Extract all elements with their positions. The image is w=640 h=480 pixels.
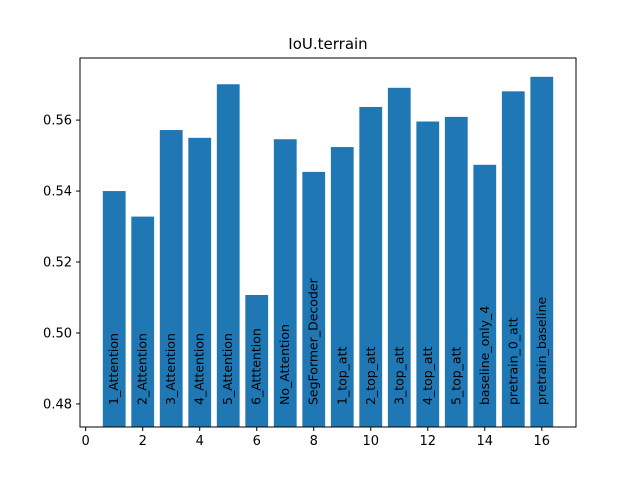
bar-8 bbox=[302, 171, 326, 427]
bar-label-16: pretrain_baseline bbox=[534, 296, 549, 405]
y-tick-label: 0.54 bbox=[43, 185, 72, 200]
bar-label-1: 1_Attention bbox=[106, 333, 121, 405]
x-axis: 0 2 4 6 8 10 12 14 16 bbox=[82, 427, 551, 449]
bar-6 bbox=[245, 295, 269, 427]
x-tick-label: 8 bbox=[310, 434, 318, 449]
bar-12 bbox=[416, 121, 440, 428]
bar-label-2: 2_Attention bbox=[135, 333, 150, 405]
bar-label-6: 6_Atttention bbox=[249, 328, 264, 405]
bar-7 bbox=[273, 139, 297, 427]
bar-label-13: 5_top_att bbox=[448, 347, 463, 405]
y-tick-label: 0.48 bbox=[43, 397, 72, 412]
bar-label-4: 4_Attention bbox=[192, 333, 207, 405]
x-tick-label: 16 bbox=[534, 434, 551, 449]
x-tick-label: 10 bbox=[362, 434, 379, 449]
bar-labels-group: 1_Attention 2_Attention 3_Attention 4_Atten… bbox=[106, 277, 549, 405]
x-tick-label: 14 bbox=[477, 434, 494, 449]
bar-label-3: 3_Attention bbox=[163, 333, 178, 405]
bar-label-7: No_Attention bbox=[277, 324, 292, 405]
bar-1 bbox=[102, 191, 126, 427]
bars-group bbox=[102, 76, 554, 428]
bar-14 bbox=[473, 164, 497, 427]
bar-3 bbox=[159, 130, 183, 428]
y-axis: 0.48 0.50 0.52 0.54 0.56 bbox=[43, 114, 80, 412]
bar-13 bbox=[444, 116, 468, 428]
bar-4 bbox=[188, 137, 212, 427]
bar-15 bbox=[501, 91, 525, 427]
x-tick-label: 12 bbox=[419, 434, 436, 449]
bar-9 bbox=[330, 147, 354, 427]
y-tick-label: 0.50 bbox=[43, 326, 72, 341]
y-tick-label: 0.52 bbox=[43, 256, 72, 271]
bar-label-14: baseline_only_4 bbox=[477, 306, 492, 405]
bar-16 bbox=[530, 76, 554, 427]
x-tick-label: 4 bbox=[196, 434, 204, 449]
bar-label-12: 4_top_att bbox=[420, 347, 435, 405]
plot-frame bbox=[79, 57, 577, 428]
x-tick-label: 0 bbox=[82, 434, 90, 449]
bar-label-8: SegFormer_Decoder bbox=[306, 277, 321, 405]
x-tick-label: 6 bbox=[253, 434, 261, 449]
bar-label-5: 5_Attention bbox=[220, 333, 235, 405]
x-tick-label: 2 bbox=[139, 434, 147, 449]
chart-title: IoU.terrain bbox=[288, 35, 367, 53]
bar-10 bbox=[359, 106, 383, 427]
bar-label-10: 2_top_att bbox=[363, 347, 378, 405]
bar-5 bbox=[216, 84, 240, 427]
bar-2 bbox=[131, 216, 155, 427]
bar-label-11: 3_top_att bbox=[391, 347, 406, 405]
bar-label-9: 1_top_att bbox=[334, 347, 349, 405]
bar-11 bbox=[387, 87, 411, 428]
y-tick-label: 0.56 bbox=[43, 114, 72, 129]
bar-label-15: pretrain_0_att bbox=[505, 317, 520, 405]
